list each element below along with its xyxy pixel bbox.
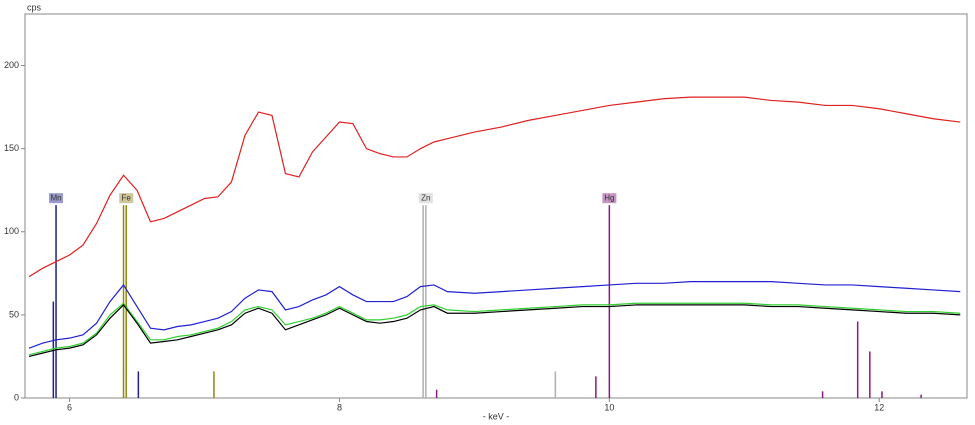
element-label-box (602, 193, 617, 204)
element-label-box (418, 193, 433, 204)
y-tick-label: 150 (4, 143, 19, 153)
element-label: Mn (50, 193, 61, 202)
element-label: Zn (421, 193, 430, 202)
plot-frame (24, 13, 968, 399)
y-tick-label: 200 (4, 60, 19, 70)
element-label-box (119, 193, 134, 204)
spectrum-line (28, 302, 961, 356)
y-axis-label: cps (27, 2, 42, 12)
element-label: Hg (604, 193, 614, 202)
x-tick-label: 6 (67, 402, 72, 412)
y-tick-label: 100 (4, 226, 19, 236)
element-label-box (49, 193, 64, 204)
spectrum-line (28, 303, 961, 358)
y-tick-label: 0 (14, 392, 19, 402)
x-tick-label: 10 (604, 402, 614, 412)
x-axis-label: - keV - (483, 411, 510, 421)
y-tick-label: 50 (9, 309, 19, 319)
x-tick-label: 12 (874, 402, 884, 412)
x-tick-label: 8 (337, 402, 342, 412)
spectrum-line (28, 281, 961, 349)
spectrum-line (28, 96, 961, 278)
element-label: Fe (122, 193, 132, 202)
